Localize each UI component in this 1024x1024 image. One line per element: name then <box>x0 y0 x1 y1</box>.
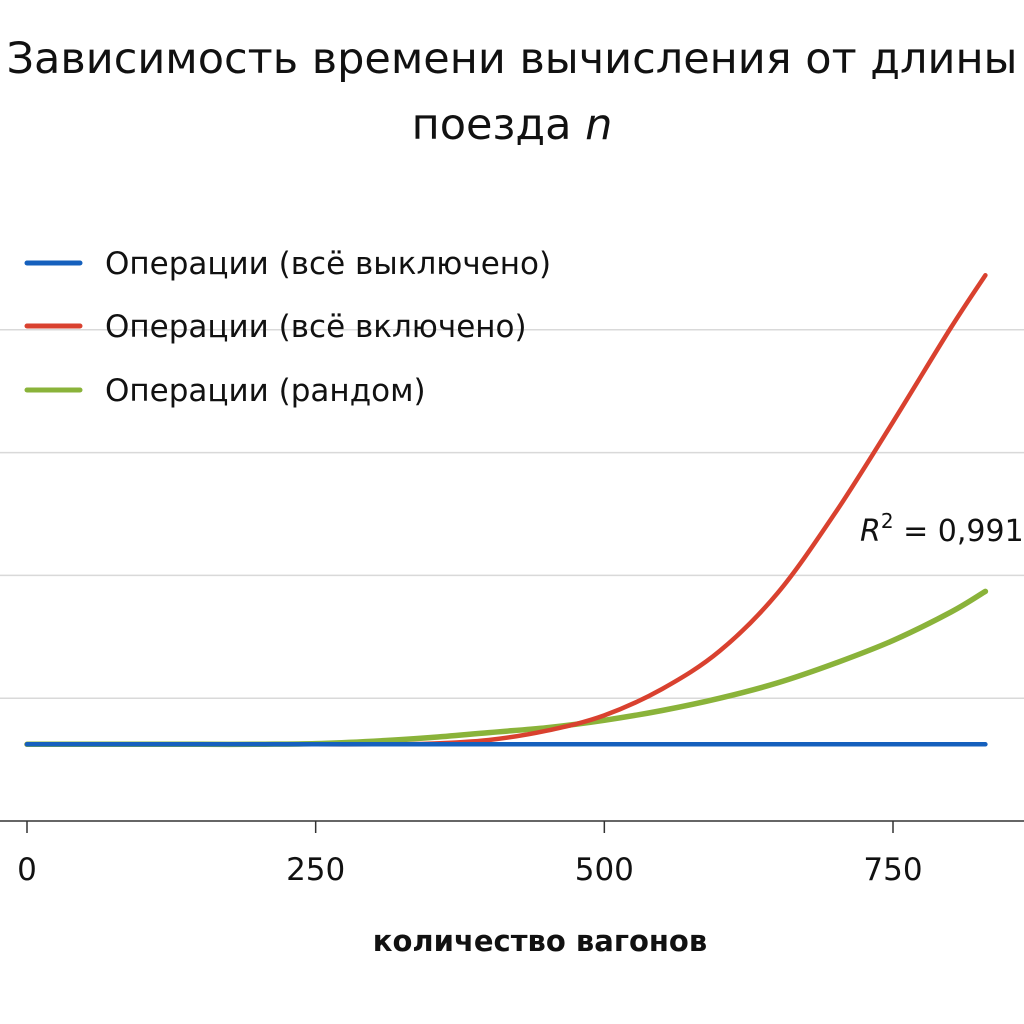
x-tick-label-0: 0 <box>17 852 37 888</box>
x-tick-label-750: 750 <box>863 852 922 888</box>
legend: Операции (всё выключено) Операции (всё вк… <box>24 246 551 409</box>
chart-title-variable: n <box>585 100 613 150</box>
chart-title-line2-prefix: поезда <box>411 100 586 150</box>
legend-label-1: Операции (всё выключено) <box>105 246 551 282</box>
x-axis: 0 250 500 750 <box>0 820 1024 888</box>
x-tick-label-250: 250 <box>286 852 345 888</box>
r-squared-r: R <box>860 514 881 549</box>
series-line-2 <box>24 272 988 747</box>
r-squared-superscript: 2 <box>881 509 894 533</box>
legend-label-3: Операции (рандом) <box>105 373 426 409</box>
chart-title: Зависимость времени вычисления от длины <box>6 34 1018 84</box>
legend-label-2: Операции (всё включено) <box>105 309 527 345</box>
x-tick-label-500: 500 <box>575 852 634 888</box>
series-line-3 <box>24 588 989 748</box>
chart-title-line2: поезда n <box>0 104 1024 147</box>
series-lines <box>24 272 989 748</box>
r-squared-annotation: R2 = 0,991 <box>860 509 1024 549</box>
x-axis-label: количество вагонов <box>373 924 707 958</box>
r-squared-value: = 0,991 <box>894 514 1024 549</box>
gridlines <box>0 329 1024 699</box>
